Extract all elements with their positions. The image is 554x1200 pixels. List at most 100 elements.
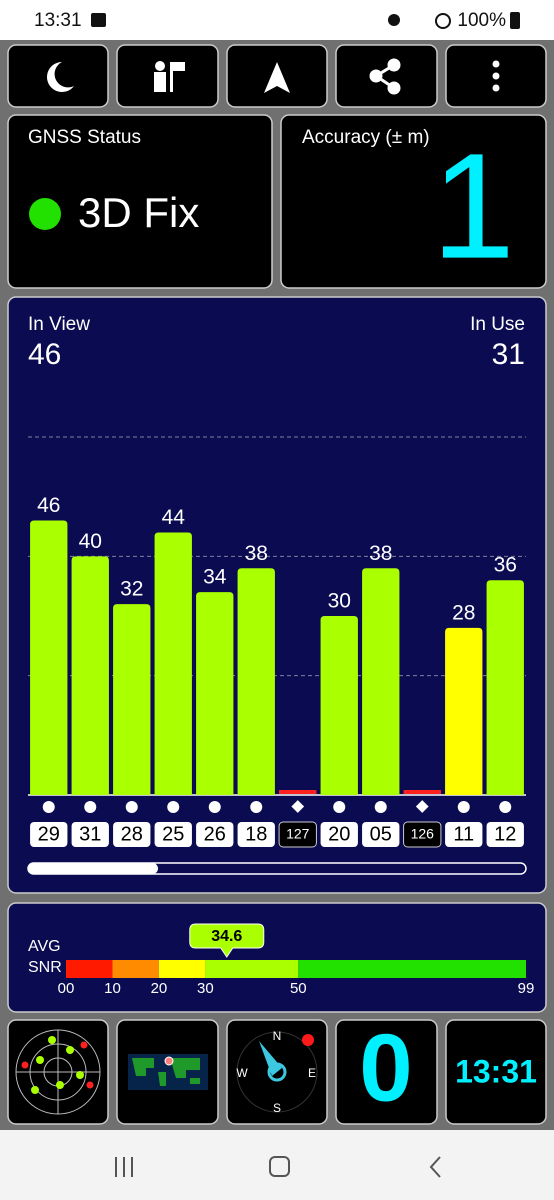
prn-label: 126 xyxy=(411,826,435,842)
gallery-icon xyxy=(91,13,106,27)
prn-badge xyxy=(71,822,109,847)
bar-value: 34 xyxy=(203,566,227,589)
snr-label-top: AVG xyxy=(28,938,61,955)
prn-label: 29 xyxy=(38,823,60,845)
used-marker xyxy=(125,801,138,813)
in-view-label: In View xyxy=(28,314,90,335)
compass-icon xyxy=(236,1031,318,1113)
location-icon xyxy=(388,14,400,26)
arrow-icon xyxy=(264,62,290,93)
prn-label: 05 xyxy=(370,823,392,845)
map-icon xyxy=(128,1054,208,1090)
signal-chart: 46 29 40 31 32 28 44 25 34 26 38 18 127 30 20 38 05 126 28… xyxy=(28,436,526,848)
bar-value: 38 xyxy=(245,542,268,565)
snr-panel xyxy=(7,902,547,1013)
snr-tick-label: 30 xyxy=(197,980,214,997)
compass-east: E xyxy=(308,1066,316,1080)
back-button[interactable] xyxy=(429,1156,441,1178)
bar xyxy=(113,604,151,795)
count-tile[interactable] xyxy=(335,1019,438,1125)
snr-value: 34.6 xyxy=(211,928,242,945)
person-flag-icon xyxy=(154,61,185,92)
compass-west: W xyxy=(236,1066,248,1080)
prn-label: 127 xyxy=(286,826,310,842)
share-button[interactable] xyxy=(335,44,438,108)
prn-badge xyxy=(196,822,234,847)
bar xyxy=(445,627,483,795)
prn-badge xyxy=(30,822,68,847)
prn-label: 18 xyxy=(245,823,267,845)
snr-band xyxy=(205,960,299,978)
prn-label: 20 xyxy=(328,823,350,845)
bar xyxy=(154,532,192,795)
gnss-status-tile xyxy=(7,114,273,289)
used-marker xyxy=(457,801,470,813)
fix-status: 3D Fix xyxy=(78,189,199,236)
used-marker xyxy=(84,801,97,813)
snr-tick-label: 99 xyxy=(518,980,535,997)
prn-badge xyxy=(113,822,151,847)
unused-marker xyxy=(279,790,317,794)
clock-tile[interactable] xyxy=(445,1019,547,1125)
gnss-status-title: GNSS Status xyxy=(28,127,141,148)
bar xyxy=(196,592,234,795)
skyplot-icon xyxy=(15,1029,101,1115)
status-time: 13:31 xyxy=(34,10,82,31)
snr-label-bottom: SNR xyxy=(28,959,62,976)
snr-tick-label: 10 xyxy=(104,980,121,997)
battery-icon xyxy=(510,12,520,29)
accuracy-value: 1 xyxy=(432,122,515,290)
bar xyxy=(362,568,400,795)
prn-label: 12 xyxy=(494,823,516,845)
used-marker xyxy=(374,801,387,813)
navigation-bar xyxy=(0,1130,554,1200)
bar-value: 36 xyxy=(494,554,517,577)
dnd-icon xyxy=(435,13,451,29)
snr-tick-label: 00 xyxy=(58,980,75,997)
nav-icons xyxy=(115,1156,441,1178)
in-use-label: In Use xyxy=(470,314,525,335)
bar xyxy=(320,616,358,795)
home-button[interactable] xyxy=(269,1156,290,1177)
accuracy-title: Accuracy (± m) xyxy=(302,127,430,148)
prn-badge xyxy=(320,822,358,847)
bar xyxy=(71,556,109,795)
snr-band xyxy=(66,960,113,978)
compass-south: S xyxy=(273,1101,281,1115)
snr-band xyxy=(112,960,159,978)
used-marker xyxy=(250,801,263,813)
prn-badge xyxy=(403,821,442,848)
share-icon xyxy=(369,58,401,95)
battery-level: 100% xyxy=(457,10,506,31)
prn-label: 26 xyxy=(204,823,226,845)
compass-north: N xyxy=(273,1029,282,1043)
in-use-count: 31 xyxy=(492,338,525,371)
recents-button[interactable] xyxy=(115,1157,133,1177)
used-marker xyxy=(208,801,221,813)
bar-value: 28 xyxy=(452,601,475,624)
unused-marker xyxy=(403,790,441,794)
prn-label: 25 xyxy=(162,823,184,845)
bar-value: 38 xyxy=(369,542,392,565)
snr-scale: 00 10 20 30 50 99 34.6 xyxy=(58,923,535,997)
prn-badge xyxy=(278,821,317,848)
used-marker xyxy=(499,801,512,813)
bar-value: 40 xyxy=(79,530,102,553)
prn-badge xyxy=(486,822,524,847)
used-marker xyxy=(333,801,346,813)
accuracy-tile xyxy=(280,114,547,289)
night-mode-button[interactable] xyxy=(7,44,109,108)
snr-band xyxy=(158,960,206,978)
satellite-count: 0 xyxy=(359,1014,412,1121)
prn-label: 31 xyxy=(79,823,101,845)
prn-badge xyxy=(445,822,483,847)
snr-tick-label: 50 xyxy=(290,980,307,997)
guide-button[interactable] xyxy=(116,44,219,108)
moon-icon xyxy=(47,62,74,92)
bar xyxy=(237,568,275,795)
bar-value: 44 xyxy=(162,506,186,529)
bar-value: 32 xyxy=(120,578,143,601)
scrollbar-thumb[interactable] xyxy=(28,863,158,874)
